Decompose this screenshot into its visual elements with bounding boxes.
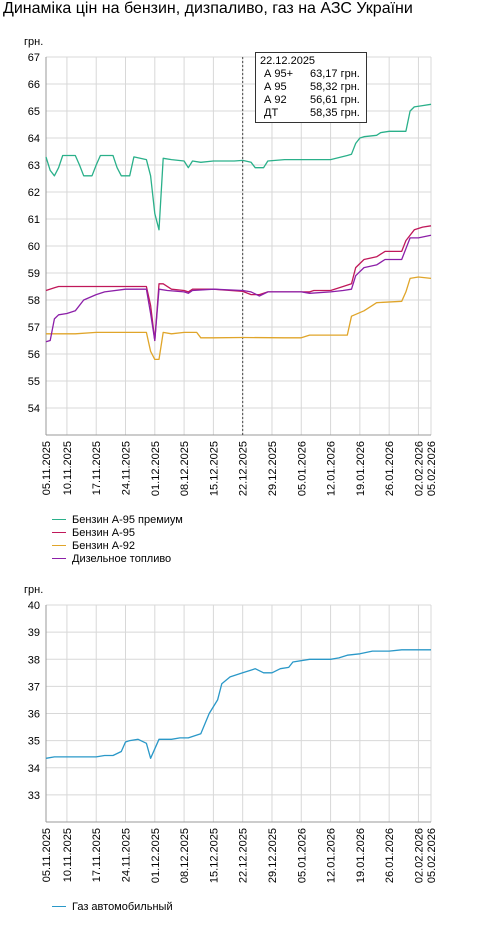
x-tick-label: 01.12.2025: [150, 441, 162, 496]
series-line: [45, 234, 432, 343]
gas-legend: Газ автомобильный: [52, 900, 173, 913]
series-line: [45, 649, 431, 759]
y-tick-label: 35: [28, 736, 40, 748]
tooltip-row: А 95+ 63,17 грн.: [260, 68, 362, 81]
tooltip-label: А 95+: [264, 68, 294, 80]
page-title: Динаміка цін на бензин, дизпаливо, газ н…: [3, 0, 413, 17]
x-tick-label: 05.02.2026: [426, 441, 438, 496]
y-tick-label: 66: [28, 79, 40, 91]
x-tick-label: 26.01.2026: [384, 441, 396, 496]
y-tick-label: 36: [28, 709, 40, 721]
x-tick-label: 17.11.2025: [91, 828, 103, 882]
y-tick-label: 65: [28, 106, 40, 118]
y-tick-label: 58: [28, 295, 40, 307]
x-tick-label: 22.12.2025: [238, 828, 250, 883]
x-tick-label: 29.12.2025: [267, 828, 279, 883]
y-tick-label: 63: [28, 160, 40, 172]
tooltip-value: 58,35 грн.: [310, 107, 360, 119]
x-tick-label: 12.01.2026: [326, 828, 338, 883]
legend-item[interactable]: Дизельное топливо: [52, 552, 183, 565]
y-tick-label: 56: [28, 349, 40, 361]
x-tick-label: 05.02.2026: [426, 828, 438, 883]
y-tick-label: 67: [28, 52, 40, 64]
legend-item[interactable]: Газ автомобильный: [52, 900, 173, 913]
tooltip-row: А 92 56,61 грн.: [260, 94, 362, 107]
legend-item[interactable]: Бензин А-92: [52, 539, 183, 552]
x-tick-label: 02.02.2026: [413, 828, 425, 883]
x-tick-label: 05.01.2026: [296, 441, 308, 496]
y-tick-label: 60: [28, 241, 40, 253]
series-line: [46, 276, 432, 361]
chart-tooltip: 22.12.2025 А 95+ 63,17 грн. А 95 58,32 г…: [255, 52, 367, 123]
x-tick-label: 08.12.2025: [179, 441, 191, 496]
x-tick-label: 05.11.2025: [41, 441, 53, 495]
tooltip-value: 58,32 грн.: [310, 81, 360, 93]
x-tick-label: 24.11.2025: [121, 441, 133, 495]
x-tick-label: 15.12.2025: [208, 828, 220, 883]
x-tick-label: 19.01.2026: [355, 828, 367, 883]
y-tick-label: 62: [28, 187, 40, 199]
x-tick-label: 12.01.2026: [326, 441, 338, 496]
legend-swatch: [52, 518, 66, 521]
legend-label: Газ автомобильный: [72, 900, 173, 913]
x-tick-label: 19.01.2026: [355, 441, 367, 496]
y-tick-label: 64: [28, 133, 40, 145]
y-tick-label: 61: [28, 214, 40, 226]
y-tick-label: 40: [28, 600, 40, 612]
x-tick-label: 08.12.2025: [179, 828, 191, 883]
y-tick-label: 39: [28, 627, 40, 639]
tooltip-value: 56,61 грн.: [310, 94, 360, 106]
tooltip-value: 63,17 грн.: [310, 68, 360, 80]
legend-swatch: [52, 544, 66, 547]
x-tick-label: 02.02.2026: [413, 441, 425, 496]
legend-swatch: [52, 557, 66, 560]
y-tick-label: 57: [28, 322, 40, 334]
legend-label: Бензин А-92: [72, 539, 135, 552]
x-tick-label: 01.12.2025: [150, 828, 162, 883]
tooltip-row: ДТ 58,35 грн.: [260, 107, 362, 120]
x-tick-label: 17.11.2025: [91, 441, 103, 495]
gas-price-chart: 33 34 35 36 37 38 39 40 05.11.2025 10.11.2025 17.1…: [24, 584, 438, 883]
y-tick-label: 59: [28, 268, 40, 280]
fuel-legend: Бензин А-95 премиум Бензин А-95 Бензин А…: [52, 513, 183, 565]
x-tick-label: 10.11.2025: [62, 441, 74, 495]
x-tick-label: 24.11.2025: [121, 828, 133, 882]
y-tick-label: 55: [28, 376, 40, 388]
x-tick-label: 15.12.2025: [208, 441, 220, 496]
x-tick-label: 26.01.2026: [384, 828, 396, 883]
y-tick-label: 38: [28, 654, 40, 666]
tooltip-label: ДТ: [264, 107, 279, 119]
unit-label: грн.: [24, 584, 43, 596]
legend-label: Бензин А-95: [72, 526, 135, 539]
legend-swatch: [52, 905, 66, 908]
unit-label: грн.: [24, 36, 43, 48]
series-line: [45, 225, 432, 342]
x-tick-label: 22.12.2025: [238, 441, 250, 496]
series-line: [45, 103, 432, 231]
x-tick-label: 05.11.2025: [41, 828, 53, 882]
tooltip-row: А 95 58,32 грн.: [260, 81, 362, 94]
fuel-price-chart: 54 55 56 57 58 59 60 61 62 63 64 65 66 67 05.11.2025 10…: [24, 36, 438, 496]
tooltip-date: 22.12.2025: [260, 55, 316, 67]
legend-label: Дизельное топливо: [72, 552, 172, 565]
legend-item[interactable]: Бензин А-95 премиум: [52, 513, 183, 526]
tooltip-label: А 92: [264, 94, 287, 106]
y-tick-label: 33: [28, 790, 40, 802]
y-tick-label: 37: [28, 681, 40, 693]
x-tick-label: 29.12.2025: [267, 441, 279, 496]
x-tick-label: 05.01.2026: [296, 828, 308, 883]
y-tick-label: 34: [28, 763, 40, 775]
legend-label: Бензин А-95 премиум: [72, 513, 183, 526]
legend-swatch: [52, 531, 66, 534]
tooltip-label: А 95: [264, 81, 287, 93]
x-tick-label: 10.11.2025: [62, 828, 74, 882]
y-tick-label: 54: [28, 403, 40, 415]
legend-item[interactable]: Бензин А-95: [52, 526, 183, 539]
